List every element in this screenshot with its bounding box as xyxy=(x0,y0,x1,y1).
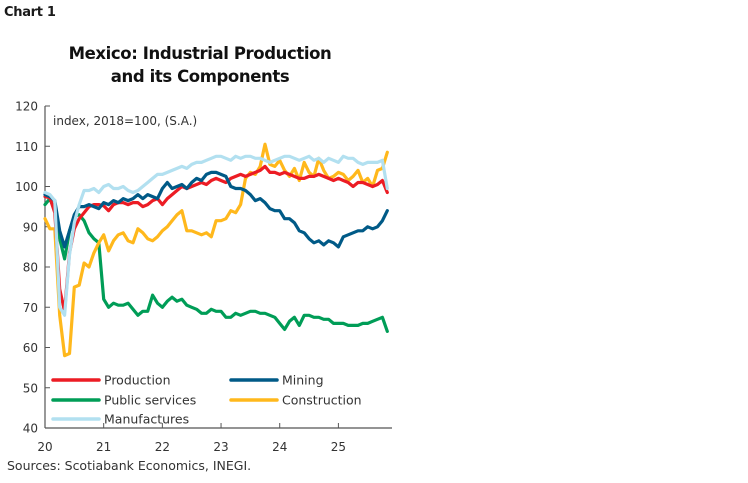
legend-item-manufactures: Manufactures xyxy=(51,412,189,427)
series-line-mining xyxy=(43,170,389,249)
legend-item-public-services: Public services xyxy=(51,393,196,408)
y-tick-label: 100 xyxy=(15,180,38,194)
y-tick-label: 120 xyxy=(15,100,38,114)
legend-label: Production xyxy=(104,373,171,388)
x-tick-label: 24 xyxy=(272,440,287,454)
chart-title: Mexico: Industrial Production and its Co… xyxy=(40,42,360,88)
series-line-manufactures xyxy=(43,154,389,317)
y-tick-label: 80 xyxy=(23,261,38,275)
y-axis: 40 50 60 70 80 90 100 110 120 xyxy=(15,100,50,436)
x-tick-label: 21 xyxy=(96,440,111,454)
unit-label: index, 2018=100, (S.A.) xyxy=(53,114,197,128)
chart-label: Chart 1 xyxy=(4,5,56,20)
legend-item-mining: Mining xyxy=(229,373,324,388)
y-tick-label: 90 xyxy=(23,220,38,234)
legend-label: Public services xyxy=(104,393,196,408)
y-tick-label: 50 xyxy=(23,381,38,395)
x-tick-label: 23 xyxy=(213,440,228,454)
y-tick-label: 40 xyxy=(23,422,38,436)
series-layer xyxy=(43,142,389,358)
legend-item-construction: Construction xyxy=(229,393,362,408)
chart-title-line1: Mexico: Industrial Production xyxy=(68,44,332,63)
x-tick-label: 20 xyxy=(37,440,52,454)
series-line-public-services xyxy=(43,197,389,333)
legend-label: Construction xyxy=(282,393,362,408)
x-tick-label: 25 xyxy=(331,440,346,454)
y-tick-label: 60 xyxy=(23,341,38,355)
source-note: Sources: Scotiabank Economics, INEGI. xyxy=(7,458,252,473)
legend-label: Mining xyxy=(282,373,324,388)
y-tick-label: 110 xyxy=(15,140,38,154)
legend: Production Mining Public services Construct… xyxy=(51,373,362,427)
x-tick-label: 22 xyxy=(155,440,170,454)
x-axis: 20 21 22 23 24 25 xyxy=(37,423,392,454)
y-tick-label: 70 xyxy=(23,301,38,315)
legend-label: Manufactures xyxy=(104,412,189,427)
legend-item-production: Production xyxy=(51,373,171,388)
chart-title-line2: and its Components xyxy=(110,67,290,86)
